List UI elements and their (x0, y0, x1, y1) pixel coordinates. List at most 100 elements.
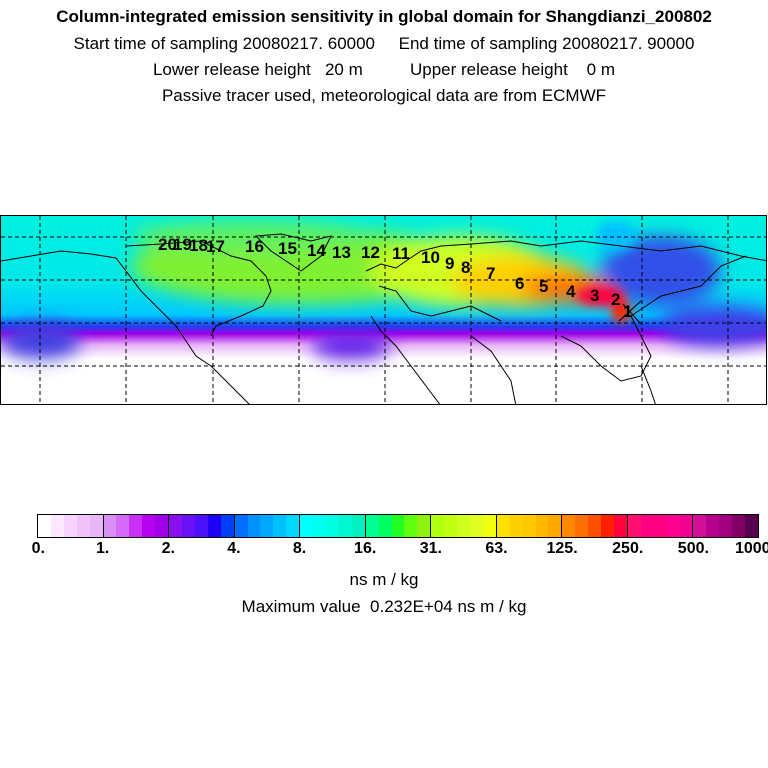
tracer-info-line: Passive tracer used, meteorological data… (161, 86, 607, 105)
trajectory-label: 4 (566, 282, 576, 301)
colorbar-swatch (575, 515, 589, 537)
colorbar-segment (234, 515, 301, 537)
colorbar-swatch (247, 515, 261, 537)
trajectory-label: 15 (278, 239, 297, 258)
colorbar-segment (627, 515, 694, 537)
colorbar-swatch (679, 515, 693, 537)
colorbar-swatch (588, 515, 602, 537)
colorbar-swatch (562, 515, 576, 537)
colorbar-tick-label: 1000. (734, 540, 768, 557)
colorbar-swatch (89, 515, 103, 537)
colorbar-segment (431, 515, 497, 537)
colorbar-swatch (207, 515, 221, 537)
colorbar-tick-label: 500. (677, 540, 709, 557)
colorbar-swatch (169, 515, 182, 537)
maximum-value: Maximum value 0.232E+04 ns m / kg (241, 597, 527, 616)
colorbar-swatch (142, 515, 156, 537)
colorbar-tick-label: 0. (31, 540, 46, 557)
trajectory-label: 13 (332, 243, 351, 262)
colorbar-tick-label: 250. (612, 540, 644, 557)
colorbar-swatch (63, 515, 77, 537)
colorbar-segment (693, 515, 758, 537)
trajectory-labels: 20 19 18 17 16 15 14 13 12 11 10 9 8 7 6… (158, 235, 632, 321)
colorbar-tick-label: 4. (227, 540, 241, 557)
colorbar-swatch (220, 515, 234, 537)
colorbar-swatch (417, 515, 431, 537)
trajectory-label: 8 (461, 258, 470, 277)
trajectory-label: 18 (189, 236, 208, 255)
trajectory-label: 11 (392, 244, 410, 263)
colorbar-swatch (234, 515, 248, 537)
colorbar-swatch (182, 515, 195, 537)
colorbar-swatch (76, 515, 90, 537)
colorbar (37, 514, 759, 538)
colorbar-swatch (509, 515, 523, 537)
trajectory-label: 17 (206, 237, 225, 256)
colorbar-swatch (404, 515, 418, 537)
colorbar-swatch (706, 515, 720, 537)
colorbar-tick-label: 31. (419, 540, 442, 557)
colorbar-swatch (194, 515, 208, 537)
colorbar-swatch (482, 515, 496, 537)
emission-sensitivity-map: 20 19 18 17 16 15 14 13 12 11 10 9 8 7 6… (0, 215, 767, 405)
trajectory-label: 5 (539, 277, 548, 296)
trajectory-label: 19 (173, 235, 192, 254)
colorbar-swatch (522, 515, 536, 537)
colorbar-swatch (391, 515, 405, 537)
colorbar-swatch (313, 515, 326, 537)
colorbar-segment (562, 515, 628, 537)
trajectory-label: 2 (611, 290, 620, 309)
colorbar-segment (103, 515, 170, 537)
colorbar-tick-label: 8. (292, 540, 307, 557)
colorbar-swatch (129, 515, 143, 537)
colorbar-swatch (601, 515, 614, 537)
colorbar-swatch (103, 515, 117, 537)
colorbar-swatch (260, 515, 274, 537)
colorbar-swatch (286, 515, 300, 537)
colorbar-swatch (732, 515, 746, 537)
colorbar-segment (38, 515, 104, 537)
colorbar-swatch (496, 515, 510, 537)
colorbar-swatch (326, 515, 339, 537)
trajectory-label: 1 (623, 302, 632, 321)
trajectory-label: 3 (590, 286, 599, 305)
trajectory-label: 16 (245, 237, 264, 256)
colorbar-segment (300, 515, 366, 537)
colorbar-swatch (50, 515, 64, 537)
colorbar-tick-label: 2. (161, 540, 175, 557)
colorbar-swatch (627, 515, 641, 537)
sampling-time-line: Start time of sampling 20080217. 60000 E… (73, 34, 695, 53)
colorbar-segment (365, 515, 432, 537)
colorbar-swatch (155, 515, 169, 537)
trajectory-label: 14 (307, 241, 326, 260)
coastlines (1, 233, 766, 404)
colorbar-swatch (444, 515, 458, 537)
colorbar-swatch (338, 515, 352, 537)
release-height-line: Lower release height 20 m Upper release … (152, 60, 616, 79)
colorbar-tick-label: 16. (354, 540, 377, 557)
colorbar-tick-label: 63. (485, 540, 508, 557)
colorbar-tick-label: 1. (95, 540, 110, 557)
colorbar-segment (496, 515, 563, 537)
colorbar-swatch (116, 515, 130, 537)
colorbar-unit: ns m / kg (349, 570, 419, 589)
colorbar-swatch (365, 515, 379, 537)
colorbar-segment (169, 515, 235, 537)
colorbar-swatch (470, 515, 483, 537)
grid-lines (1, 216, 766, 404)
colorbar-swatch (273, 515, 287, 537)
trajectory-label: 10 (421, 248, 440, 267)
colorbar-swatch (535, 515, 549, 537)
colorbar-swatch (431, 515, 445, 537)
colorbar-swatch (300, 515, 314, 537)
source-marker (618, 300, 642, 325)
colorbar-swatch (640, 515, 654, 537)
colorbar-swatch (457, 515, 470, 537)
colorbar-tick-label: 125. (546, 540, 578, 557)
trajectory-label: 20 (158, 235, 177, 254)
colorbar-swatch (378, 515, 392, 537)
trajectory-label: 7 (486, 264, 495, 283)
colorbar-swatch (351, 515, 365, 537)
colorbar-swatch (548, 515, 562, 537)
colorbar-swatch (693, 515, 707, 537)
